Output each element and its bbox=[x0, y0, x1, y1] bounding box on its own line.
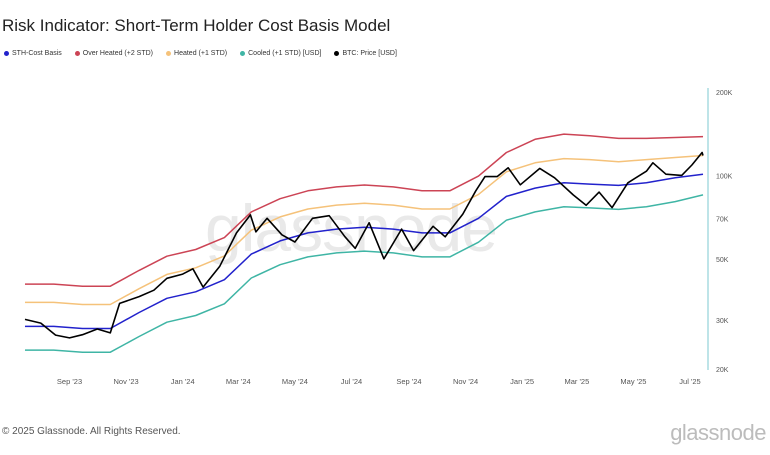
copyright: © 2025 Glassnode. All Rights Reserved. bbox=[2, 426, 181, 437]
x-tick-label: Sep '23 bbox=[57, 377, 82, 386]
legend-item[interactable]: Heated (+1 STD) bbox=[166, 50, 227, 57]
legend-dot-icon bbox=[74, 51, 80, 56]
glassnode-logo: glassnode bbox=[670, 420, 766, 445]
x-tick-label: Mar '25 bbox=[564, 377, 589, 386]
x-tick-label: Sep '24 bbox=[396, 377, 421, 386]
y-tick-label: 100K bbox=[716, 173, 733, 180]
chart-title: Risk Indicator: Short-Term Holder Cost B… bbox=[2, 16, 391, 35]
y-tick-label: 200K bbox=[716, 90, 733, 97]
series-line-over-heated-2-std- bbox=[25, 133, 704, 287]
y-tick-label: 20K bbox=[716, 367, 729, 374]
x-tick-label: Jan '24 bbox=[171, 377, 195, 386]
y-tick-label: 30K bbox=[716, 318, 729, 325]
x-tick-label: May '25 bbox=[620, 377, 646, 386]
legend-label: STH-Cost Basis bbox=[12, 50, 62, 57]
series-line-cooled-1-std-usd- bbox=[25, 194, 704, 353]
x-tick-label: Nov '23 bbox=[113, 377, 138, 386]
legend-item[interactable]: Over Heated (+2 STD) bbox=[74, 50, 154, 57]
y-tick-label: 70K bbox=[716, 216, 729, 223]
legend-label: Over Heated (+2 STD) bbox=[82, 50, 154, 57]
series-line-btc-price-usd- bbox=[24, 151, 704, 339]
legend-dot-icon bbox=[4, 51, 9, 56]
y-tick-label: 50K bbox=[716, 257, 729, 264]
legend-dot-icon bbox=[334, 51, 340, 56]
legend: STH-Cost Basis Over Heated (+2 STD) Heat… bbox=[4, 50, 397, 57]
legend-dot-icon bbox=[240, 51, 246, 56]
x-tick-label: May '24 bbox=[282, 377, 308, 386]
legend-dot-icon bbox=[166, 51, 172, 56]
legend-label: BTC: Price [USD] bbox=[342, 50, 397, 57]
x-tick-label: Mar '24 bbox=[226, 377, 251, 386]
x-tick-label: Jul '25 bbox=[679, 377, 700, 386]
legend-item[interactable]: Cooled (+1 STD) [USD] bbox=[240, 50, 321, 57]
x-tick-label: Jul '24 bbox=[341, 377, 362, 386]
x-tick-label: Nov '24 bbox=[453, 377, 478, 386]
legend-item[interactable]: BTC: Price [USD] bbox=[334, 50, 397, 57]
x-tick-label: Jan '25 bbox=[510, 377, 534, 386]
legend-label: Heated (+1 STD) bbox=[174, 50, 228, 57]
legend-item[interactable]: STH-Cost Basis bbox=[4, 50, 62, 57]
legend-label: Cooled (+1 STD) [USD] bbox=[248, 50, 322, 57]
series-line-heated-1-std- bbox=[25, 154, 704, 306]
chart-plot: 200K 100K 70K 50K 30K 20K Sep '23 Nov '23 Jan '2… bbox=[24, 88, 733, 386]
